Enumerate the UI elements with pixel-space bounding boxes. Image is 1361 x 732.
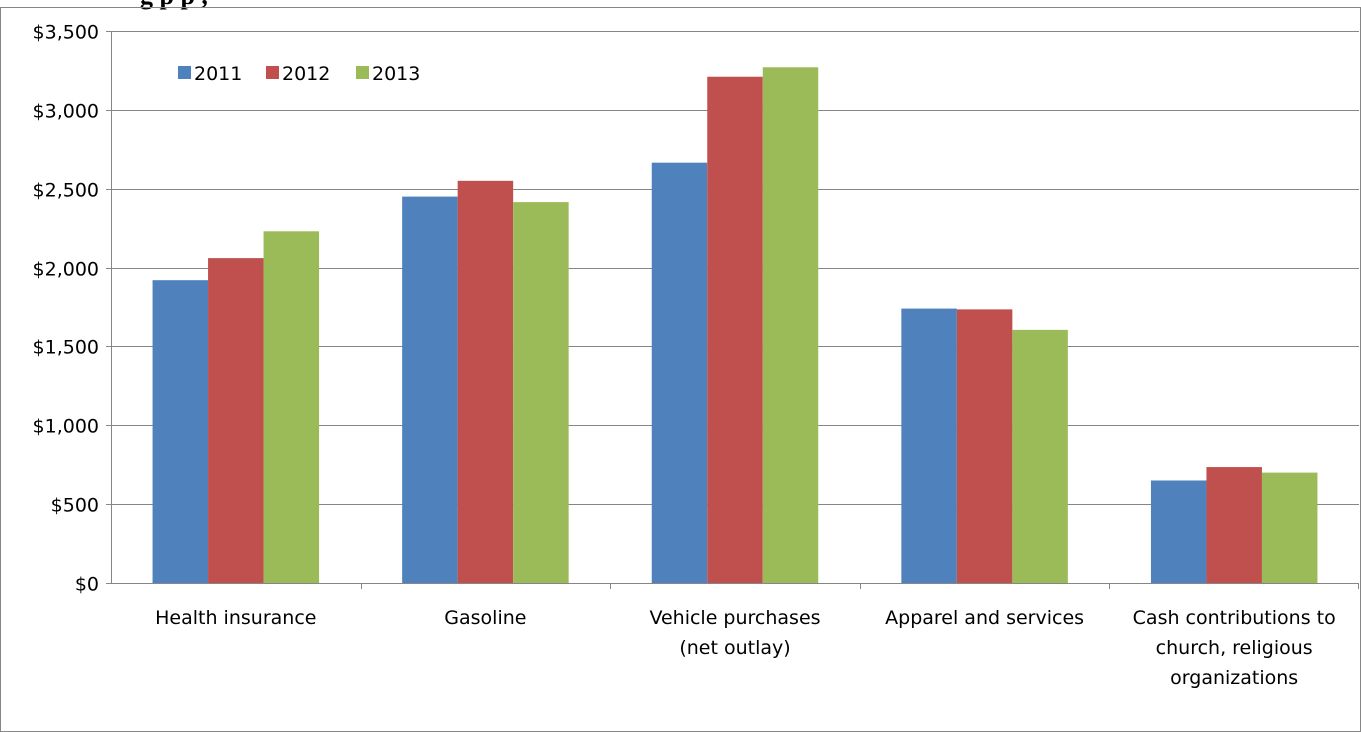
bar-2012 [208,258,264,583]
y-tick-label: $3,000 [33,101,99,123]
bar-2011 [1150,480,1207,583]
legend-label-2012: 2012 [282,63,330,85]
bar-2011 [402,196,458,583]
x-category-label: Gasoline [444,607,526,629]
x-category-label: Health insurance [155,607,316,629]
y-tick-label: $2,000 [33,259,99,281]
legend-swatch-2013 [356,66,369,79]
bar-2012 [956,309,1013,583]
legend-label-2011: 2011 [194,63,242,85]
chart-title-cut: g p p , [140,0,208,10]
bar-2013 [263,231,320,583]
x-category-label: Vehicle purchases (net outlay) [649,607,820,659]
bar-2011 [152,280,209,583]
y-tick-label: $1,000 [33,416,99,438]
bar-2012 [1206,467,1262,583]
x-category-label: Cash contributions to church, religious or… [1133,607,1336,689]
y-tick-label: $2,500 [33,180,99,202]
bar-2011 [651,162,708,584]
legend-label-2013: 2013 [372,63,420,85]
bar-2013 [762,67,819,583]
legend-swatch-2011 [178,66,191,79]
legend-swatch-2012 [266,66,279,79]
bar-2012 [707,76,763,583]
bar-2013 [1261,472,1318,583]
bar-2013 [1012,329,1068,583]
y-tick-label: $3,500 [33,22,99,44]
x-category-label: Apparel and services [885,607,1084,629]
bar-2011 [901,308,957,583]
y-tick-label: $1,500 [33,337,99,359]
bar-2013 [513,202,569,583]
y-tick-label: $0 [75,574,99,596]
bar-2012 [457,180,514,584]
y-tick-label: $500 [51,495,99,517]
